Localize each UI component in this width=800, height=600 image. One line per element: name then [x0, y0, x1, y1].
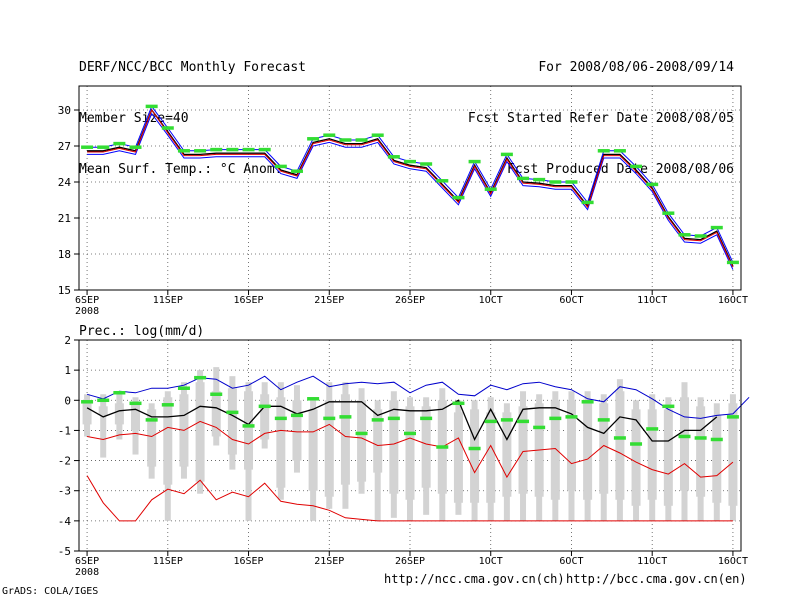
range-box-inner — [389, 400, 399, 494]
range-box-inner — [163, 397, 173, 485]
x-tick-label: 16SEP — [233, 556, 263, 567]
series-lower — [87, 420, 734, 479]
y-tick-label: 27 — [58, 140, 71, 153]
y-tick-label: 18 — [58, 248, 71, 261]
x-tick-label: 16OCT — [718, 295, 748, 306]
y-tick-label: 15 — [58, 284, 71, 297]
x-tick-label: 6SEP — [75, 556, 99, 567]
grads-credit: GrADS: COLA/IGES — [2, 586, 99, 597]
y-tick-label: -1 — [58, 424, 71, 437]
range-box-inner — [566, 400, 576, 491]
url-en-link[interactable]: http://bcc.cma.gov.cn(en) — [566, 572, 747, 586]
range-box-inner — [550, 400, 560, 500]
x-tick-label: 11OCT — [637, 556, 667, 567]
range-box-inner — [147, 409, 157, 467]
range-box-inner — [712, 415, 722, 503]
range-box-inner — [631, 409, 641, 506]
y-tick-label: 24 — [58, 176, 72, 189]
x-tick-label: 16OCT — [718, 556, 748, 567]
range-box-inner — [405, 406, 415, 500]
y-tick-label: -4 — [58, 515, 72, 528]
range-box-inner — [615, 391, 625, 500]
url-ch-link[interactable]: http://ncc.cma.gov.cn(ch) — [384, 572, 565, 586]
range-box-inner — [292, 400, 302, 461]
x-tick-label: 21SEP — [314, 295, 344, 306]
range-box-inner — [114, 403, 124, 425]
plot-frame — [78, 85, 742, 291]
range-box-inner — [599, 403, 609, 494]
forecast-period: For 2008/08/06-2008/09/14 — [538, 60, 734, 75]
x-tick-label: 11SEP — [153, 556, 183, 567]
x-tick-label: 11SEP — [153, 295, 183, 306]
range-box-inner — [421, 406, 431, 488]
y-tick-label: -3 — [58, 485, 71, 498]
range-box-inner — [211, 391, 221, 437]
range-box-inner — [340, 394, 350, 485]
x-tick-label: 21SEP — [314, 556, 344, 567]
panel-title: Prec.: log(mm/d) — [79, 324, 204, 339]
panel-temperature: 15 18 21 24 27 30 6SEP 11SEP 16SEP 21SEP 26SEP 1OCT… — [58, 85, 748, 317]
range-box-inner — [518, 406, 528, 494]
range-box-inner — [647, 409, 657, 500]
header-left: DERF/NCC/BCC Monthly Forecast Member Siz… — [79, 25, 306, 195]
range-box-inner — [453, 412, 463, 503]
variable-label: Mean Surf. Temp.: °C Anom. — [79, 162, 283, 177]
x-tick-label: 11OCT — [637, 295, 667, 306]
x-tick-label: 6SEP — [75, 295, 99, 306]
y-tick-label: 0 — [64, 394, 71, 407]
range-box-inner — [696, 406, 706, 497]
fcst-started-date: Fcst Started Refer Date 2008/08/05 — [467, 111, 734, 126]
range-box-inner — [728, 403, 738, 506]
range-box-inner — [260, 394, 270, 440]
series-member-red — [87, 108, 734, 268]
x-tick-label: 26SEP — [395, 295, 425, 306]
y-tick-label: -5 — [58, 545, 71, 558]
range-box-inner — [470, 409, 480, 503]
y-tick-label: 1 — [64, 364, 71, 377]
x-tick-label: 1OCT — [479, 295, 503, 306]
series-lowest — [86, 475, 733, 522]
range-box-inner — [98, 406, 108, 416]
y-tick-label: 2 — [64, 334, 71, 347]
range-box-inner — [195, 382, 205, 482]
x-year-label: 2008 — [75, 306, 99, 317]
x-tick-label: 1OCT — [479, 556, 503, 567]
x-tick-label: 26SEP — [395, 556, 425, 567]
range-box-inner — [679, 397, 689, 491]
range-box-outer — [100, 394, 107, 458]
x-tick-label: 6OCT — [559, 556, 583, 567]
range-box-inner — [244, 391, 254, 470]
range-box-inner — [663, 409, 673, 506]
x-tick-label: 16SEP — [233, 295, 263, 306]
y-tick-label: 30 — [58, 104, 71, 117]
range-box-inner — [82, 400, 92, 425]
range-box-inner — [583, 400, 593, 500]
range-box-inner — [486, 412, 496, 503]
range-box-inner — [373, 409, 383, 473]
series-mean — [86, 399, 718, 442]
range-box-inner — [308, 409, 318, 491]
series-lower — [87, 112, 734, 270]
range-box-inner — [357, 400, 367, 482]
range-box-inner — [324, 400, 334, 497]
series-mean — [87, 108, 734, 267]
chart-title: DERF/NCC/BCC Monthly Forecast — [79, 60, 306, 75]
x-year-label: 2008 — [75, 567, 99, 578]
y-tick-label: -2 — [58, 455, 71, 468]
range-box-inner — [502, 412, 512, 497]
y-tick-label: 21 — [58, 212, 71, 225]
range-box-inner — [227, 388, 237, 455]
range-box-inner — [276, 397, 286, 488]
range-box-inner — [131, 403, 141, 431]
x-tick-label: 6OCT — [559, 295, 583, 306]
